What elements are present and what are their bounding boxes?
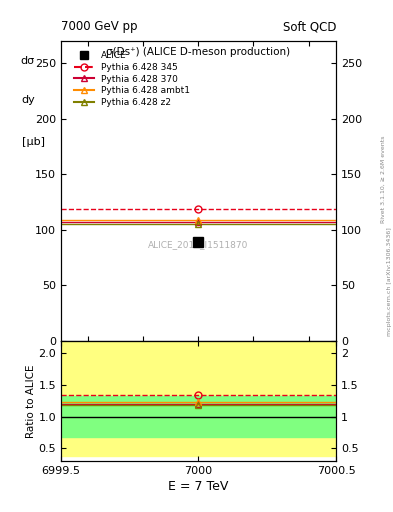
Bar	[61, 396, 336, 437]
Text: mcplots.cern.ch [arXiv:1306.3436]: mcplots.cern.ch [arXiv:1306.3436]	[387, 227, 391, 336]
Legend: ALICE, Pythia 6.428 345, Pythia 6.428 370, Pythia 6.428 ambt1, Pythia 6.428 z2: ALICE, Pythia 6.428 345, Pythia 6.428 37…	[71, 49, 193, 110]
Text: dy: dy	[21, 95, 35, 105]
Text: σ(Ds⁺) (ALICE D-meson production): σ(Ds⁺) (ALICE D-meson production)	[107, 47, 290, 57]
Text: Soft QCD: Soft QCD	[283, 20, 336, 33]
Text: Rivet 3.1.10, ≥ 2.6M events: Rivet 3.1.10, ≥ 2.6M events	[381, 136, 386, 223]
X-axis label: E = 7 TeV: E = 7 TeV	[168, 480, 229, 493]
Text: 7000 GeV pp: 7000 GeV pp	[61, 20, 138, 33]
Y-axis label: Ratio to ALICE: Ratio to ALICE	[26, 364, 35, 438]
Text: ALICE_2017_I1511870: ALICE_2017_I1511870	[148, 240, 249, 249]
Text: dσ: dσ	[21, 56, 35, 66]
Text: [μb]: [μb]	[22, 137, 45, 147]
